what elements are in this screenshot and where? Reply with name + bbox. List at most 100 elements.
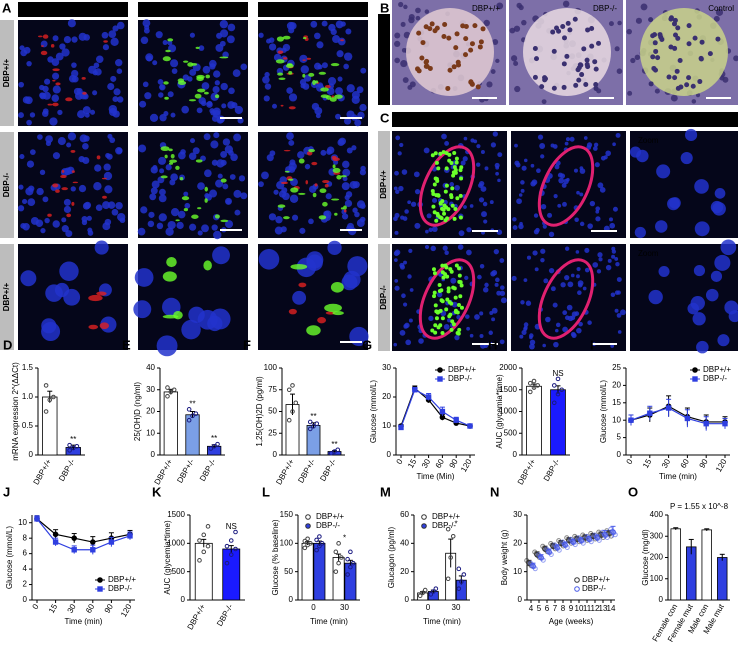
panel-letter: H [488, 337, 497, 352]
x-tick-label: DBP-/- [198, 457, 218, 483]
nucleus [523, 278, 528, 283]
ins-stain [457, 266, 462, 271]
sample-point [205, 524, 211, 529]
bar [701, 529, 712, 601]
nucleus [345, 28, 352, 35]
stain [37, 35, 43, 38]
nucleus [516, 198, 522, 205]
nucleus [19, 45, 25, 51]
nucleus [208, 59, 217, 68]
nucleus [209, 308, 231, 330]
nucleus [101, 31, 109, 39]
nucleus [666, 74, 672, 80]
nucleus [342, 168, 351, 177]
nucleus [432, 28, 438, 34]
nucleus [222, 51, 229, 59]
data-point [437, 376, 443, 382]
nucleus [442, 22, 448, 28]
nucleus [310, 20, 318, 28]
nucleus [532, 74, 538, 80]
nucleus [115, 201, 123, 210]
nucleus [480, 26, 486, 32]
nucleus [497, 178, 501, 183]
x-tick-label: 0 [395, 457, 405, 466]
nucleus [457, 244, 464, 250]
bar [301, 542, 314, 601]
nucleus [165, 227, 174, 236]
stain [70, 150, 76, 153]
ins-stain [451, 170, 456, 175]
stain [42, 34, 49, 39]
nucleus [148, 211, 155, 218]
nucleus [258, 181, 264, 188]
nucleus [184, 202, 191, 209]
nucleus [569, 136, 575, 142]
y-tick-label: 400 [650, 510, 664, 519]
stain [195, 46, 200, 49]
nucleus [77, 110, 86, 119]
nucleus [337, 76, 343, 82]
nucleus [558, 177, 565, 184]
nucleus [436, 291, 443, 298]
nucleus [402, 302, 408, 307]
nucleus [335, 87, 343, 96]
legend-label: DBP+/+ [703, 365, 731, 374]
stain [319, 188, 327, 193]
y-tick-label: 0 [23, 595, 28, 604]
nucleus [714, 254, 731, 271]
y-tick-label: 40 [400, 538, 409, 547]
nucleus [220, 82, 228, 91]
nucleus [415, 15, 421, 21]
bar [717, 557, 728, 601]
nucleus [71, 36, 78, 43]
nucleus [589, 43, 595, 49]
nucleus [137, 227, 146, 236]
nucleus [202, 65, 211, 74]
sample-point [307, 426, 313, 432]
significance: ** [189, 399, 195, 408]
row-label: DBP-/- [379, 285, 388, 310]
nucleus [539, 143, 546, 149]
nucleus [414, 189, 421, 195]
sample-point [445, 576, 451, 582]
data-point [71, 547, 77, 553]
nucleus [686, 75, 692, 81]
nucleus [607, 258, 612, 263]
significance: ** [331, 440, 337, 449]
stain [288, 106, 296, 110]
y-tick-label: 10 [146, 428, 155, 437]
nucleus [351, 145, 357, 151]
stain [312, 192, 317, 198]
nucleus [424, 58, 430, 64]
sample-point [527, 380, 533, 386]
nucleus [468, 47, 474, 53]
nucleus [597, 182, 604, 189]
y-tick-label: 50 [284, 567, 293, 576]
nucleus [489, 310, 494, 315]
y-tick-label: 20 [513, 538, 522, 547]
nucleus [112, 110, 120, 118]
nucleus [575, 274, 580, 279]
nucleus [78, 32, 87, 41]
nucleus [526, 255, 532, 260]
nucleus [291, 214, 299, 221]
nucleus [37, 134, 43, 140]
ins-stain [454, 156, 459, 161]
ins-stain [440, 299, 445, 304]
x-tick-label: 13 [599, 604, 608, 613]
nucleus [603, 155, 608, 160]
y-tick-label: 30 [146, 385, 155, 394]
nucleus [419, 55, 425, 61]
ins-stain [452, 286, 457, 291]
nucleus [521, 165, 527, 171]
channel-label: DBP [547, 115, 563, 124]
nucleus [614, 308, 619, 313]
stain [71, 201, 75, 206]
nucleus [587, 223, 593, 229]
ins-stain [444, 183, 449, 188]
y-axis-label: Glucose (mmol/L) [599, 380, 608, 443]
nucleus [672, 75, 678, 81]
image-label: DBP-/- [593, 4, 617, 13]
nucleus [281, 187, 288, 194]
nucleus [499, 290, 506, 297]
